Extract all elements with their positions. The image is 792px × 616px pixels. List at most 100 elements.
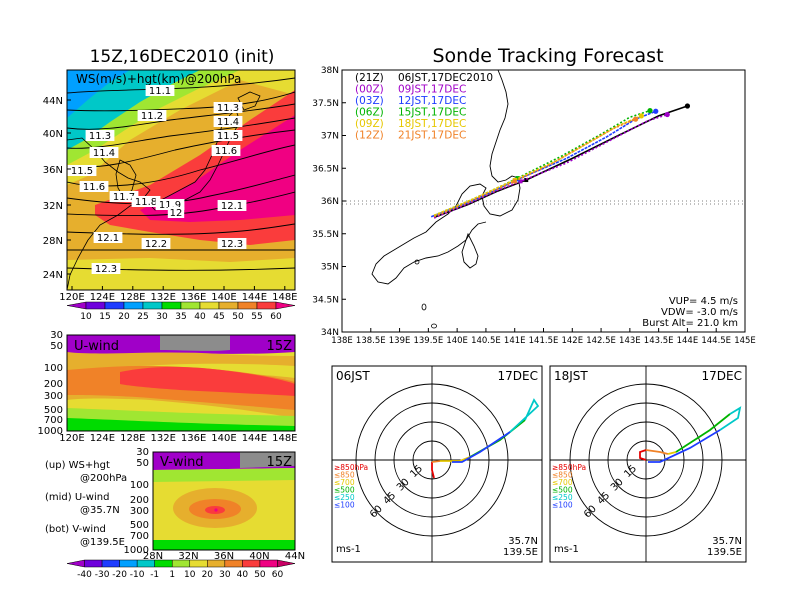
hodograph-units: ms-1 — [336, 544, 361, 555]
v-y-tick-label: 700 — [130, 531, 149, 542]
u-y-tick-label: 500 — [44, 405, 63, 416]
u-y-tick-label: 700 — [44, 415, 63, 426]
hodograph-lon: 139.5E — [503, 547, 538, 558]
island-1 — [421, 303, 427, 311]
hodograph-units: ms-1 — [554, 544, 579, 555]
sonde-track-burst-marker — [524, 178, 529, 183]
upper-lat-label: 36N — [43, 165, 63, 176]
track-lon-label: 144.5E — [701, 336, 731, 346]
map-blue-zone — [67, 70, 130, 118]
sonde-track-end-point — [684, 103, 691, 109]
contour-label-box — [91, 263, 121, 274]
track-lon-label: 138E — [331, 336, 353, 346]
hodograph-frame — [331, 365, 543, 563]
hodograph-frame — [549, 365, 747, 563]
hodograph-trace — [452, 431, 511, 463]
u-x-tick-label: 144E — [242, 433, 267, 444]
contour-label: 11.6 — [215, 146, 237, 157]
contour-label: 12.1 — [97, 233, 119, 244]
hodograph-date: 17DEC — [702, 369, 742, 383]
contour-label: 11.5 — [71, 166, 93, 177]
contour-label: 11.3 — [89, 131, 111, 142]
u-section-x-axis: 120E 124E 128E 132E 136E 140E 144E 148E — [59, 433, 297, 444]
colorbar-swatch — [207, 559, 226, 568]
v-section-label: V-wind — [160, 455, 204, 470]
hodograph-lat: 35.7N — [508, 536, 538, 547]
contour-label-box — [67, 165, 97, 176]
track-legend-init: (09Z) — [355, 118, 384, 130]
hodograph-trace — [509, 398, 540, 433]
u-x-tick-label: 124E — [90, 433, 115, 444]
track-lat-label: 37N — [321, 132, 339, 142]
track-lon-label: 141.5E — [529, 336, 559, 346]
upper-map-frame — [66, 69, 296, 291]
track-param: VUP= 4.5 m/s — [669, 296, 738, 307]
colorbar-tick-label: 55 — [251, 312, 262, 322]
colorbar-tick-label: -1 — [150, 570, 159, 580]
hodograph-level-label: ≤100 — [552, 501, 573, 510]
u-y-tick-label: 30 — [50, 330, 63, 341]
colorbar-swatch — [275, 301, 296, 310]
contour-label-box — [79, 181, 109, 192]
contour-label-box — [213, 130, 243, 141]
u-x-tick-label: 132E — [150, 433, 175, 444]
legend-note-sub: @139.5E — [80, 537, 125, 548]
u-y-tick-label: 50 — [50, 341, 63, 352]
u-x-tick-label: 136E — [181, 433, 206, 444]
track-legend-launch: 09JST,17DEC — [398, 84, 466, 96]
hodograph-time: 06JST — [336, 369, 370, 383]
v-section-frame — [152, 451, 296, 551]
legend-note-head: (mid) U-wind — [45, 492, 109, 503]
contour-label: 12.1 — [221, 201, 243, 212]
colorbar-swatch — [277, 559, 296, 568]
track-param: Burst Alt= 21.0 km — [642, 318, 738, 329]
track-lat-axis: 38N 37.5N 37N 36.5N 36N 35.5N 35N 34.5N 34N — [312, 66, 346, 338]
track-legend-launch: 12JST,17DEC — [398, 95, 466, 107]
hodograph-rings — [550, 366, 746, 562]
hodograph-level-label: ≥850hPa — [334, 463, 368, 472]
contour-label-box — [137, 110, 167, 121]
colorbar-swatch — [256, 301, 277, 310]
v-x-tick-label: 36N — [214, 551, 234, 562]
u-y-tick-label: 300 — [44, 391, 63, 402]
contour-label: 11.8 — [135, 197, 157, 208]
colorbar-tick-label: 45 — [213, 312, 224, 322]
v-y-tick-label: 100 — [130, 480, 149, 491]
v-y-tick-label: 50 — [136, 458, 149, 469]
hodograph-trace — [639, 449, 647, 461]
track-legend-launch: 21JST,17DEC — [398, 130, 466, 142]
hodograph-level-label: ≤500 — [552, 486, 573, 495]
sonde-track-end-point — [653, 108, 659, 114]
contour-label-box — [155, 199, 185, 210]
map-cyan-zone — [67, 70, 200, 150]
upper-lat-label: 44N — [43, 96, 63, 107]
colorbar-tick-label: 60 — [270, 312, 282, 322]
track-lat-label: 38N — [321, 66, 339, 76]
legend-note-sub: @200hPa — [80, 473, 127, 484]
track-lat-label: 36N — [321, 197, 339, 207]
colorbar-swatch — [242, 559, 261, 568]
sonde-track-line — [433, 118, 636, 218]
v-x-tick-label: 32N — [178, 551, 198, 562]
upper-lat-label: 32N — [43, 201, 63, 212]
colorbar-tick-label: -10 — [130, 570, 145, 580]
sonde-track-burst-marker — [518, 179, 523, 184]
hodograph-level-label: ≥850hPa — [552, 463, 586, 472]
upper-lon-label: 148E — [272, 292, 297, 303]
contour-label-box — [131, 196, 161, 207]
v-section-time: 15Z — [267, 455, 293, 470]
colorbar-tick-label: 60 — [272, 570, 284, 580]
colorbar-swatch — [218, 301, 239, 310]
upper-lon-label: 144E — [242, 292, 267, 303]
track-coastline-boso — [461, 232, 479, 269]
upper-wind-map: WS(m/s)+hgt(km)@200hPa 11.111.211.311.41… — [43, 69, 298, 303]
colorbar-swatch — [66, 301, 87, 310]
upper-lon-label: 124E — [90, 292, 115, 303]
sonde-track-end-point — [633, 116, 639, 122]
track-legend: (21Z) 06JST,17DEC2010 (00Z) 09JST,17DEC (03Z… — [355, 72, 493, 142]
u-y-tick-label: 100 — [44, 363, 63, 374]
